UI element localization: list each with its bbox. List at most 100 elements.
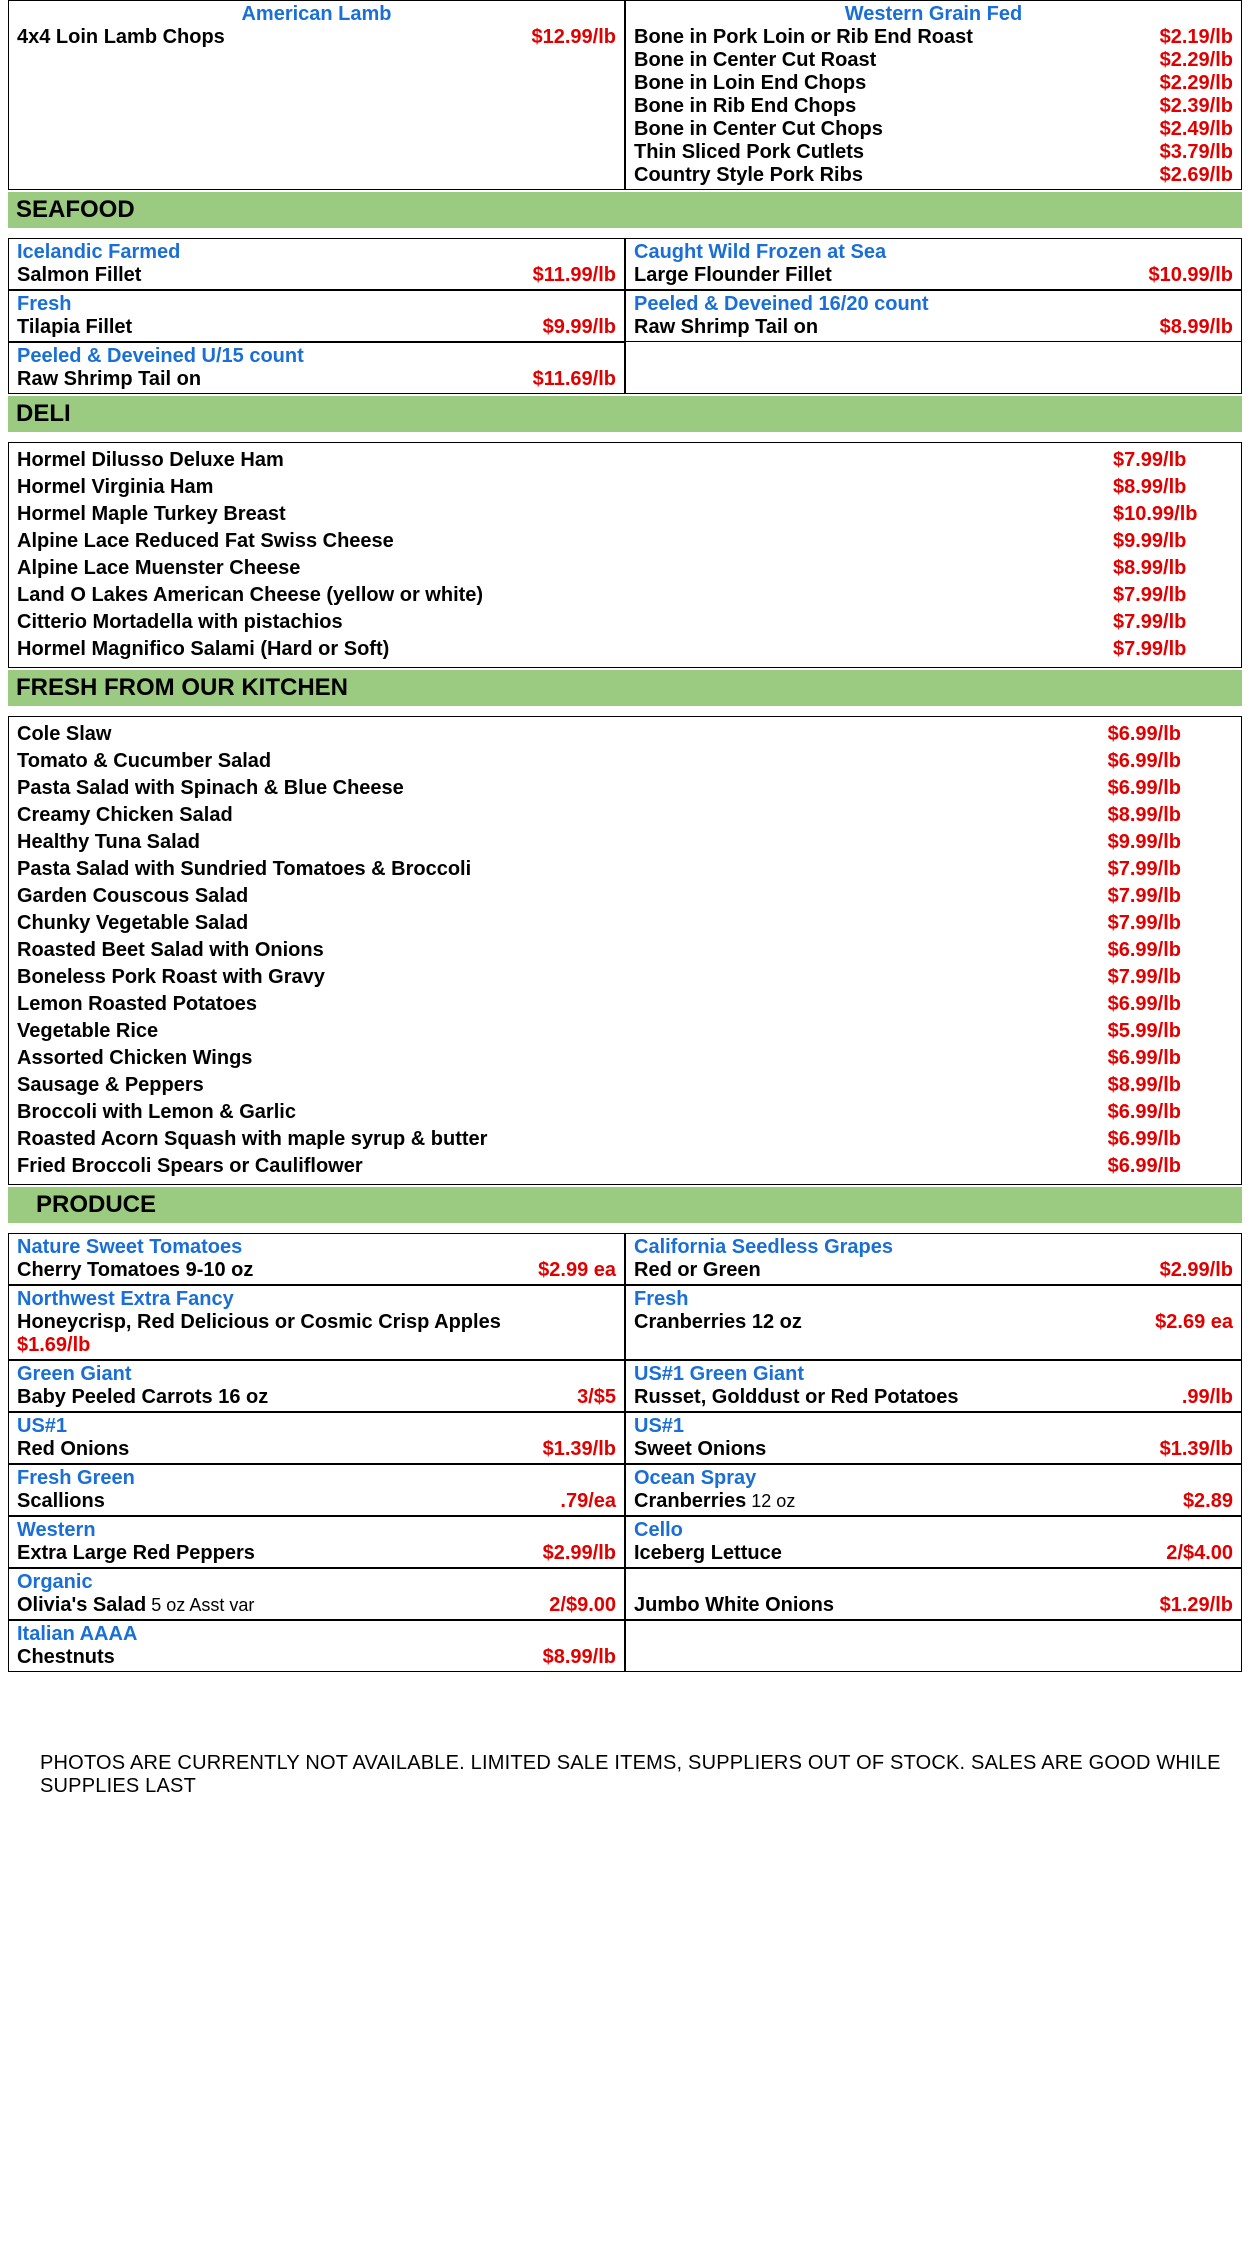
produce-cell: US#1Red Onions$1.39/lb — [8, 1412, 625, 1464]
kitchen-item-name: Roasted Acorn Squash with maple syrup & … — [17, 1126, 1108, 1153]
item-price: $2.29/lb — [1160, 72, 1233, 95]
kitchen-item-name: Tomato & Cucumber Salad — [17, 748, 1108, 775]
produce-item-price: $2.69 ea — [1155, 1311, 1233, 1334]
kitchen-item: Vegetable Rice$5.99/lb — [9, 1018, 1241, 1045]
produce-brand: Organic — [17, 1571, 616, 1594]
kitchen-item-price: $6.99/lb — [1108, 1153, 1181, 1180]
produce-brand: Western — [17, 1519, 616, 1542]
kitchen-item-name: Pasta Salad with Spinach & Blue Cheese — [17, 775, 1108, 802]
produce-cell: WesternExtra Large Red Peppers$2.99/lb — [8, 1516, 625, 1568]
seafood-cell: Caught Wild Frozen at SeaLarge Flounder … — [625, 238, 1242, 290]
meat-section: American Lamb 4x4 Loin Lamb Chops$12.99/… — [8, 0, 1242, 190]
deli-item-price: $8.99/lb — [1073, 474, 1233, 501]
seafood-brand: Peeled & Deveined 16/20 count — [634, 293, 1233, 316]
kitchen-header: FRESH FROM OUR KITCHEN — [8, 670, 1242, 706]
kitchen-item-price: $6.99/lb — [1108, 748, 1181, 775]
deli-item: Citterio Mortadella with pistachios$7.99… — [9, 609, 1241, 636]
produce-cell: Nature Sweet TomatoesCherry Tomatoes 9-1… — [8, 1233, 625, 1285]
seafood-header: SEAFOOD — [8, 192, 1242, 228]
item-row: 4x4 Loin Lamb Chops$12.99/lb — [17, 26, 616, 49]
produce-item-price: .99/lb — [1182, 1386, 1233, 1409]
produce-cell: Jumbo White Onions$1.29/lb — [625, 1568, 1242, 1620]
kitchen-item-name: Assorted Chicken Wings — [17, 1045, 1108, 1072]
produce-item-name: Sweet Onions — [634, 1438, 1152, 1461]
produce-cell: Green GiantBaby Peeled Carrots 16 oz3/$5 — [8, 1360, 625, 1412]
seafood-cell: Peeled & Deveined U/15 countRaw Shrimp T… — [8, 342, 625, 394]
deli-item-name: Hormel Magnifico Salami (Hard or Soft) — [17, 636, 1073, 663]
seafood-item-price: $11.99/lb — [533, 264, 616, 287]
produce-brand: Fresh — [634, 1288, 1233, 1311]
deli-item-name: Land O Lakes American Cheese (yellow or … — [17, 582, 1073, 609]
kitchen-item: Pasta Salad with Sundried Tomatoes & Bro… — [9, 856, 1241, 883]
kitchen-item: Sausage & Peppers$8.99/lb — [9, 1072, 1241, 1099]
produce-cell: OrganicOlivia's Salad 5 oz Asst var 2/$9.… — [8, 1568, 625, 1620]
produce-item-price: $1.39/lb — [1160, 1438, 1233, 1461]
item-name: Country Style Pork Ribs — [634, 164, 1152, 187]
kitchen-item-name: Sausage & Peppers — [17, 1072, 1108, 1099]
kitchen-item: Lemon Roasted Potatoes$6.99/lb — [9, 991, 1241, 1018]
produce-item-price: $1.39/lb — [543, 1438, 616, 1461]
produce-cell: Northwest Extra FancyHoneycrisp, Red Del… — [8, 1285, 625, 1360]
kitchen-item-price: $6.99/lb — [1108, 1045, 1181, 1072]
seafood-brand: Caught Wild Frozen at Sea — [634, 241, 1233, 264]
kitchen-item: Boneless Pork Roast with Gravy$7.99/lb — [9, 964, 1241, 991]
deli-item: Alpine Lace Muenster Cheese$8.99/lb — [9, 555, 1241, 582]
seafood-brand: Icelandic Farmed — [17, 241, 616, 264]
produce-item-price: .79/ea — [560, 1490, 616, 1513]
produce-item-name: Extra Large Red Peppers — [17, 1542, 535, 1565]
kitchen-item-price: $6.99/lb — [1108, 991, 1181, 1018]
item-row: Bone in Loin End Chops$2.29/lb — [634, 72, 1233, 95]
footer-note: PHOTOS ARE CURRENTLY NOT AVAILABLE. LIMI… — [0, 1712, 1250, 1818]
produce-item-name: Chestnuts — [17, 1646, 535, 1669]
produce-item-name: Olivia's Salad 5 oz Asst var — [17, 1594, 541, 1617]
kitchen-item-name: Vegetable Rice — [17, 1018, 1108, 1045]
deli-item-name: Hormel Dilusso Deluxe Ham — [17, 447, 1073, 474]
meat-right-brand: Western Grain Fed — [634, 3, 1233, 26]
deli-item-name: Alpine Lace Muenster Cheese — [17, 555, 1073, 582]
produce-item-name: Baby Peeled Carrots 16 oz — [17, 1386, 569, 1409]
kitchen-item-name: Healthy Tuna Salad — [17, 829, 1108, 856]
item-price: $2.19/lb — [1160, 26, 1233, 49]
seafood-item-price: $9.99/lb — [543, 316, 616, 339]
seafood-cell: Icelandic FarmedSalmon Fillet$11.99/lb — [8, 238, 625, 290]
kitchen-item: Healthy Tuna Salad$9.99/lb — [9, 829, 1241, 856]
produce-item-price: $1.29/lb — [1160, 1594, 1233, 1617]
seafood-brand: Fresh — [17, 293, 616, 316]
produce-brand: Fresh Green — [17, 1467, 616, 1490]
kitchen-item-name: Boneless Pork Roast with Gravy — [17, 964, 1108, 991]
produce-item-price: $2.99 ea — [538, 1259, 616, 1282]
produce-brand: Northwest Extra Fancy — [17, 1288, 616, 1311]
item-price: $12.99/lb — [531, 26, 616, 49]
produce-brand: Ocean Spray — [634, 1467, 1233, 1490]
item-row: Bone in Pork Loin or Rib End Roast$2.19/… — [634, 26, 1233, 49]
meat-left-cell: American Lamb 4x4 Loin Lamb Chops$12.99/… — [8, 0, 625, 190]
item-name: Thin Sliced Pork Cutlets — [634, 141, 1152, 164]
produce-item-sub: 12 oz — [746, 1491, 795, 1511]
meat-left-brand: American Lamb — [17, 3, 616, 26]
kitchen-item-price: $6.99/lb — [1108, 1099, 1181, 1126]
deli-item-price: $7.99/lb — [1073, 609, 1233, 636]
produce-item-name: Red or Green — [634, 1259, 1152, 1282]
kitchen-item-name: Pasta Salad with Sundried Tomatoes & Bro… — [17, 856, 1108, 883]
kitchen-item: Cole Slaw$6.99/lb — [9, 721, 1241, 748]
kitchen-item-price: $6.99/lb — [1108, 937, 1181, 964]
kitchen-item-price: $8.99/lb — [1108, 802, 1181, 829]
kitchen-item-name: Roasted Beet Salad with Onions — [17, 937, 1108, 964]
produce-item-name: Scallions — [17, 1490, 552, 1513]
produce-item-price: $2.89 — [1183, 1490, 1233, 1513]
item-name: Bone in Center Cut Chops — [634, 118, 1152, 141]
seafood-item-price: $11.69/lb — [533, 368, 616, 391]
deli-item-price: $7.99/lb — [1073, 636, 1233, 663]
produce-brand: US#1 — [17, 1415, 616, 1438]
produce-cell: Fresh GreenScallions .79/ea — [8, 1464, 625, 1516]
produce-item-sub: 5 oz Asst var — [146, 1595, 254, 1615]
kitchen-item: Assorted Chicken Wings$6.99/lb — [9, 1045, 1241, 1072]
kitchen-item: Roasted Acorn Squash with maple syrup & … — [9, 1126, 1241, 1153]
produce-cell: US#1 Green GiantRusset, Golddust or Red … — [625, 1360, 1242, 1412]
produce-item-name: Russet, Golddust or Red Potatoes — [634, 1386, 1174, 1409]
kitchen-item-name: Creamy Chicken Salad — [17, 802, 1108, 829]
kitchen-item: Roasted Beet Salad with Onions$6.99/lb — [9, 937, 1241, 964]
produce-item-price: 2/$9.00 — [549, 1594, 616, 1617]
kitchen-item-price: $9.99/lb — [1108, 829, 1181, 856]
deli-box: Hormel Dilusso Deluxe Ham $7.99/lbHormel … — [8, 442, 1242, 668]
